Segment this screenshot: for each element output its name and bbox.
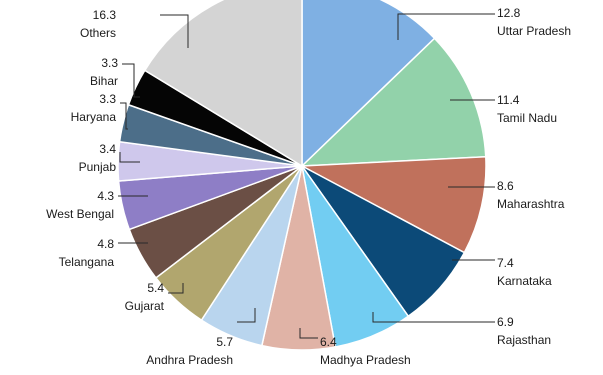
pie-slice-tamil-nadu [300, 37, 487, 167]
leader-line [160, 14, 189, 48]
slice-value-label: 3.3 [99, 92, 116, 106]
pie-slices [117, 0, 487, 351]
slice-name-label: Haryana [71, 110, 117, 124]
slice-value-label: 5.7 [216, 335, 233, 349]
slice-value-label: 5.4 [147, 281, 164, 295]
slice-value-label: 7.4 [497, 256, 514, 270]
slice-name-label: Gujarat [125, 299, 165, 313]
slice-name-label: West Bengal [46, 207, 114, 221]
pie-slice-uttar-pradesh [301, 0, 436, 168]
slice-name-label: Rajasthan [497, 333, 551, 347]
pie-slice-others [143, 0, 303, 168]
slice-labels: 12.8 Uttar Pradesh 11.4 Tamil Nadu 8.6 Mahara… [46, 6, 571, 367]
leader-line [122, 63, 140, 98]
slice-name-label: Uttar Pradesh [497, 24, 571, 38]
slice-value-label: 6.9 [497, 315, 514, 329]
slice-name-label: Others [80, 26, 116, 40]
slice-value-label: 11.4 [497, 93, 520, 107]
leader-line [119, 152, 140, 163]
slice-value-label: 8.6 [497, 179, 514, 193]
leader-line [237, 308, 256, 323]
slice-value-label: 6.4 [320, 335, 337, 349]
slice-name-label: Maharashtra [497, 197, 565, 211]
slice-value-label: 12.8 [497, 6, 521, 20]
pie-slice-maharashtra [299, 155, 487, 254]
slice-name-label: Punjab [79, 160, 117, 174]
slice-name-label: Madhya Pradesh [320, 353, 411, 367]
leader-line [397, 13, 495, 40]
leader-line [372, 312, 495, 323]
slice-value-label: 16.3 [93, 8, 117, 22]
leader-lines [118, 13, 495, 339]
slice-value-label: 4.3 [97, 189, 114, 203]
slice-name-label: Bihar [90, 74, 118, 88]
slice-name-label: Karnataka [497, 274, 552, 288]
leader-line [299, 328, 318, 339]
leader-line [168, 283, 184, 294]
slice-name-label: Tamil Nadu [497, 111, 557, 125]
slice-name-label: Andhra Pradesh [146, 353, 233, 367]
leader-line [120, 102, 128, 130]
slice-value-label: 4.8 [97, 237, 114, 251]
slice-name-label: Telangana [59, 255, 115, 269]
slice-value-label: 3.3 [101, 56, 118, 70]
slice-value-label: 3.4 [99, 142, 116, 156]
